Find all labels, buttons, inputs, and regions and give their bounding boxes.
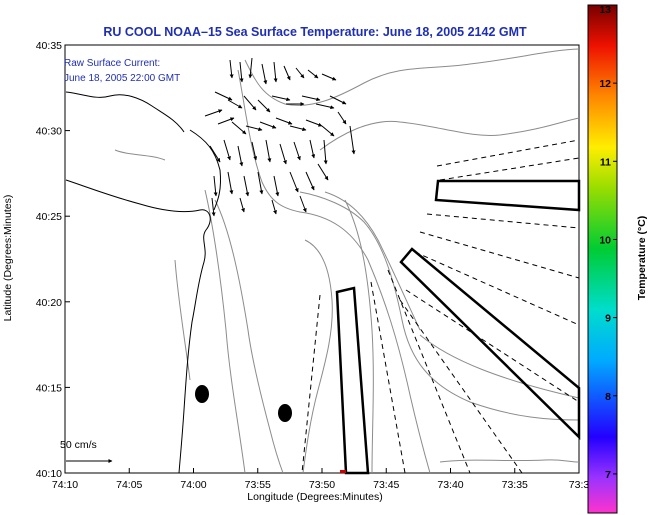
chart-title: RU COOL NOAA–15 Sea Surface Temperature:… <box>103 25 527 39</box>
plot-frame <box>65 45 579 473</box>
colorbar-tick-label: 12 <box>599 78 611 90</box>
scale-label: 50 cm/s <box>60 439 97 451</box>
colorbar-tick-label: 7 <box>605 469 611 481</box>
red-marker <box>340 470 346 473</box>
legend-line-2: June 18, 2005 22:00 GMT <box>64 73 180 84</box>
x-tick-label: 73:55 <box>245 479 271 491</box>
x-tick-label: 73:3 <box>569 479 590 491</box>
colorbar-tick-label: 11 <box>600 156 611 168</box>
colorbar-tick-label: 13 <box>599 4 611 16</box>
y-tick-label: 40:10 <box>36 468 62 480</box>
y-axis-label: Latitude (Degrees:Minutes) <box>2 195 14 322</box>
colorbar-tick-label: 8 <box>605 391 611 403</box>
x-tick-label: 73:45 <box>373 479 399 491</box>
y-tick-label: 40:30 <box>36 126 62 138</box>
colorbar-tick-label: 9 <box>605 313 611 325</box>
plot-area: Raw Surface Current: June 18, 2005 22:00… <box>60 45 579 473</box>
y-tick-label: 40:20 <box>36 297 62 309</box>
y-tick-label: 40:25 <box>36 211 62 223</box>
colorbar-tick-label: 10 <box>599 234 611 246</box>
y-tick-label: 40:15 <box>36 382 62 394</box>
sst-chart: RU COOL NOAA–15 Sea Surface Temperature:… <box>0 0 651 515</box>
y-tick-label: 40:35 <box>36 40 62 52</box>
x-tick-label: 74:00 <box>180 479 206 491</box>
x-tick-label: 73:35 <box>502 479 528 491</box>
x-tick-label: 74:05 <box>116 479 142 491</box>
station-dot <box>278 404 292 422</box>
x-tick-label: 74:10 <box>52 479 78 491</box>
colorbar-label: Temperature (°C) <box>636 216 648 301</box>
legend-line-1: Raw Surface Current: <box>64 58 160 69</box>
colorbar: 7 8 9 10 11 12 13 Temperature (°C) <box>588 4 648 513</box>
x-axis-label: Longitude (Degrees:Minutes) <box>247 491 382 503</box>
station-dot <box>195 385 209 403</box>
x-tick-label: 73:40 <box>437 479 463 491</box>
x-tick-label: 73:50 <box>309 479 335 491</box>
